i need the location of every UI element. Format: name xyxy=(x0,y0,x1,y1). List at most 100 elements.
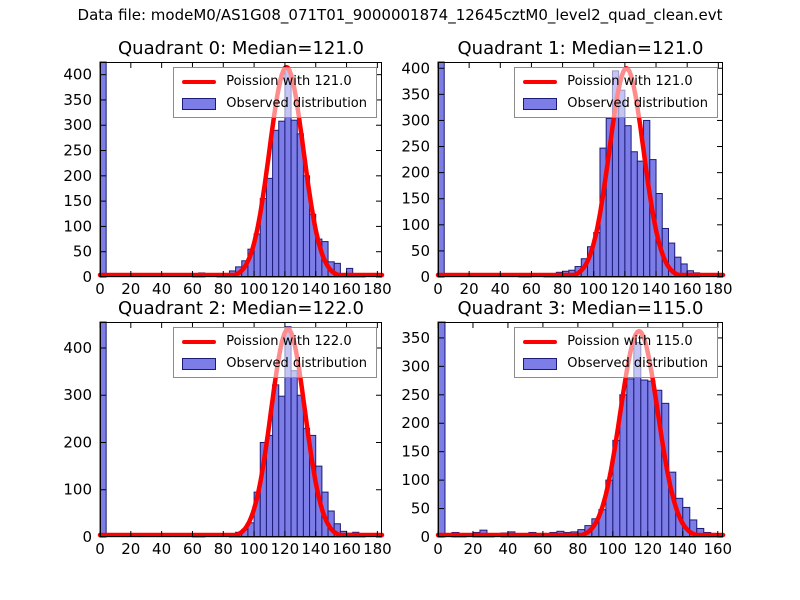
y-tick-label: 0 xyxy=(82,528,92,546)
x-tick-label: 180 xyxy=(363,280,392,298)
x-tick-label: 160 xyxy=(673,280,702,298)
legend-row: Observed distribution xyxy=(523,96,708,111)
legend-histogram-patch-sample xyxy=(182,357,217,370)
plot-area-quadrant-1: 0 20 40 60 80 100 120 140 160 1800501001502002503… xyxy=(401,38,732,298)
legend-content: Poission with 121.0 Observed distribution xyxy=(173,67,377,118)
y-tick-label: 300 xyxy=(63,386,92,404)
y-tick-label: 400 xyxy=(401,59,430,77)
histogram-bar xyxy=(437,321,446,538)
x-tick-label: 120 xyxy=(271,280,300,298)
legend-box xyxy=(173,67,377,118)
legend-histogram-patch-sample xyxy=(523,357,558,370)
legend-label: Observed distribution xyxy=(567,356,708,371)
legend-box xyxy=(514,327,718,378)
y-tick-label: 50 xyxy=(411,500,430,518)
x-tick-label: 60 xyxy=(522,280,541,298)
x-tick-label: 160 xyxy=(332,280,361,298)
x-tick-label: 20 xyxy=(460,280,479,298)
legend-histogram-patch-sample xyxy=(523,97,558,110)
y-tick-label: 250 xyxy=(63,142,92,160)
histogram-bar xyxy=(624,125,632,278)
y-tick-label: 300 xyxy=(63,116,92,134)
legend-box xyxy=(173,327,377,378)
x-tick-label: 60 xyxy=(183,540,202,558)
subplot-quadrant-2: 0 20 40 60 80 100 120 140 160 180 0 100 200 300 400 Qua… xyxy=(63,298,391,558)
x-tick-label: 180 xyxy=(704,280,733,298)
y-tick-label: 50 xyxy=(73,243,92,261)
y-tick-label: 200 xyxy=(401,414,430,432)
x-tick-label: 140 xyxy=(668,540,697,558)
x-tick-label: 100 xyxy=(579,280,608,298)
y-tick-label: 150 xyxy=(63,192,92,210)
x-tick-label: 80 xyxy=(568,540,587,558)
x-tick-label: 140 xyxy=(301,280,330,298)
legend-content: Poission with 122.0 Observed distribution xyxy=(173,327,377,378)
legend-poisson-line-sample xyxy=(182,79,217,84)
x-tick-label: 160 xyxy=(332,540,361,558)
subplot-title: Quadrant 1: Median=121.0 xyxy=(458,38,704,59)
histogram-bar xyxy=(272,129,280,278)
poisson-curve xyxy=(97,64,385,278)
legend-poisson-line-sample xyxy=(182,339,217,344)
legend: Poission with 121.0 Observed distribution xyxy=(173,67,377,118)
x-tick-label: 140 xyxy=(301,540,330,558)
x-tick-label: 100 xyxy=(240,540,269,558)
histogram-bar xyxy=(296,394,304,538)
y-tick-label: 400 xyxy=(63,339,92,357)
legend-label: Poission with 121.0 xyxy=(226,74,352,89)
x-tick-label: 160 xyxy=(703,540,732,558)
x-tick-label: 20 xyxy=(121,280,140,298)
legend-poisson-line-sample xyxy=(523,339,558,344)
x-tick-label: 20 xyxy=(121,540,140,558)
histogram-bar xyxy=(290,370,298,538)
y-tick-label: 300 xyxy=(401,111,430,129)
y-tick-label: 350 xyxy=(401,85,430,103)
legend-content: Poission with 115.0 Observed distribution xyxy=(514,327,718,378)
y-tick-label: 100 xyxy=(63,481,92,499)
legend-row: Poission with 121.0 xyxy=(182,74,367,89)
histogram-bar xyxy=(265,177,274,278)
y-tick-label: 0 xyxy=(82,268,92,286)
y-tick-label: 150 xyxy=(401,443,430,461)
x-tick-label: 40 xyxy=(152,540,171,558)
histogram-bar xyxy=(647,380,656,538)
x-tick-label: 80 xyxy=(214,540,233,558)
x-tick-label: 120 xyxy=(271,540,300,558)
y-tick-label: 200 xyxy=(63,434,92,452)
histogram-bar xyxy=(626,378,635,538)
poisson-curve xyxy=(435,66,726,278)
axes-frame xyxy=(100,322,382,537)
y-tick-label: 50 xyxy=(411,242,430,260)
histogram-bar xyxy=(618,89,626,278)
x-tick-label: 0 xyxy=(95,540,105,558)
plot-area-quadrant-2: 0 20 40 60 80 100 120 140 160 1800100200300400Qua… xyxy=(63,298,391,558)
histogram-bar xyxy=(278,120,286,278)
subplot-title: Quadrant 0: Median=121.0 xyxy=(118,38,364,59)
legend-box xyxy=(514,67,718,118)
plot-area-quadrant-3: 0 20 40 60 80 100 120 140 160 0 50 100 150 200 250 300 3… xyxy=(401,298,732,558)
subplot-title: Quadrant 3: Median=115.0 xyxy=(458,298,704,319)
legend: Poission with 122.0 Observed distribution xyxy=(173,327,377,378)
histogram-bar xyxy=(290,119,298,278)
legend-label: Observed distribution xyxy=(226,356,367,371)
axes-frame xyxy=(438,322,723,537)
legend-label: Poission with 115.0 xyxy=(567,334,693,349)
y-tick-label: 100 xyxy=(63,217,92,235)
legend: Poission with 115.0 Observed distribution xyxy=(514,327,718,378)
subplot-title: Quadrant 2: Median=122.0 xyxy=(118,298,364,319)
x-tick-label: 60 xyxy=(533,540,552,558)
x-tick-label: 60 xyxy=(183,280,202,298)
histogram-bar xyxy=(630,151,638,278)
legend-row: Observed distribution xyxy=(182,356,367,371)
legend-label: Poission with 122.0 xyxy=(226,334,352,349)
histogram-bar xyxy=(636,160,645,278)
x-tick-label: 0 xyxy=(433,540,443,558)
histogram-bars xyxy=(99,321,366,538)
legend-histogram-patch-sample xyxy=(182,97,217,110)
legend-poisson-line-sample xyxy=(523,79,558,84)
x-tick-label: 0 xyxy=(433,280,443,298)
y-tick-label: 0 xyxy=(420,528,430,546)
legend-label: Poission with 121.0 xyxy=(567,74,693,89)
x-tick-label: 40 xyxy=(491,280,510,298)
y-tick-label: 0 xyxy=(420,268,430,286)
